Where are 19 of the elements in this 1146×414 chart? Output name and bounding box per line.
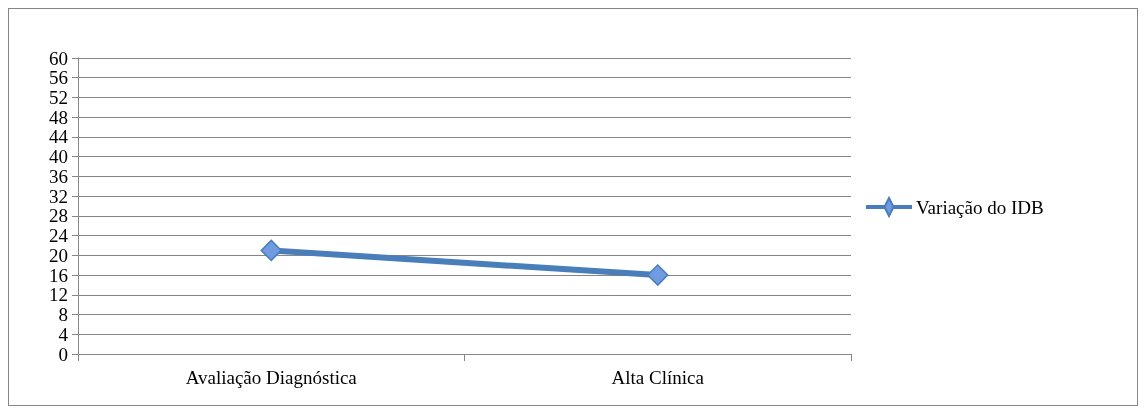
y-tick-label: 44: [49, 126, 69, 148]
y-tick-label: 0: [58, 343, 68, 365]
y-tick-label: 4: [58, 323, 69, 345]
y-tick-label: 8: [58, 304, 68, 326]
y-tick-label: 52: [49, 86, 68, 108]
y-tick-label: 40: [49, 146, 68, 168]
y-tick-label: 20: [49, 244, 68, 266]
legend-label: Variação do IDB: [916, 196, 1044, 218]
y-tick-label: 36: [49, 165, 68, 187]
x-tick-label: Alta Clínica: [611, 367, 705, 388]
y-tick-label: 32: [49, 185, 68, 207]
y-tick-label: 28: [49, 205, 68, 227]
y-tick-label: 60: [49, 47, 68, 69]
y-tick-label: 12: [49, 284, 68, 306]
y-tick-label: 16: [49, 264, 68, 286]
y-tick-label: 56: [49, 67, 68, 89]
x-tick-label: Avaliação Diagnóstica: [185, 367, 358, 388]
y-tick-label: 48: [49, 106, 68, 128]
y-tick-label: 24: [49, 225, 69, 247]
